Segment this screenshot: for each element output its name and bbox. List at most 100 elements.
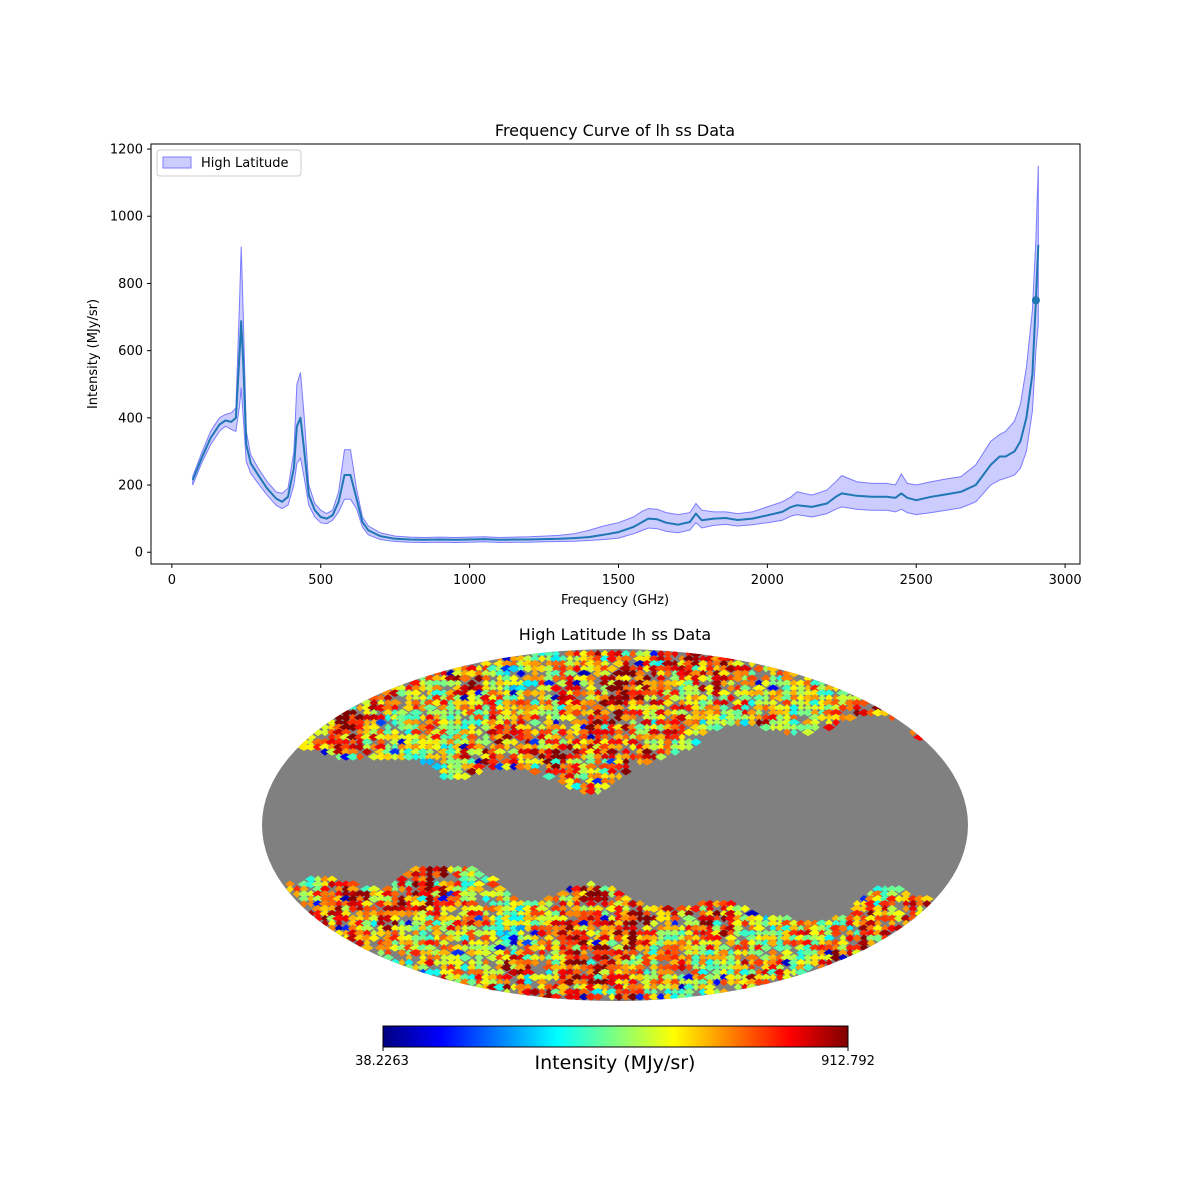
map-pixel [541,757,557,766]
map-pixel [319,909,331,918]
map-pixel [327,880,337,889]
map-pixel [321,914,329,923]
map-pixel [879,895,891,903]
map-pixel [432,914,442,923]
map-pixel [409,924,423,933]
map-pixel [458,743,472,751]
map-pixel [724,664,738,673]
map-pixel [612,684,626,693]
map-pixel [703,684,717,693]
map-pixel [871,708,885,717]
map-pixel [332,895,346,903]
map-pixel [521,899,535,908]
map-pixel [384,713,392,722]
map-pixel [881,909,889,918]
map-pixel [641,659,653,668]
map-pixel [493,743,507,751]
map-pixel [367,895,381,903]
map-pixel [408,948,424,957]
map-pixel [572,983,582,991]
map-pixel [292,890,302,898]
map-pixel [710,929,724,938]
map-pixel [304,880,318,889]
map-pixel [579,958,589,967]
map-pixel [608,968,616,977]
map-pixel [564,679,576,688]
map-pixel [333,880,345,889]
map-pixel [671,973,679,982]
map-pixel [611,723,627,732]
map-pixel [802,919,814,928]
map-pixel [528,703,542,712]
map-pixel [347,895,359,903]
map-pixel [431,762,443,771]
map-pixel [801,939,815,947]
map-pixel [346,748,360,756]
map-pixel [508,689,520,697]
map-pixel [396,875,408,884]
map-pixel [361,748,373,756]
map-pixel [839,934,847,942]
map-pixel [698,988,708,996]
map-pixel [537,899,547,908]
map-pixel [433,939,441,947]
map-pixel [775,939,785,947]
map-pixel [606,650,618,658]
map-pixel [417,904,429,913]
map-pixel [710,723,724,732]
map-pixel [830,929,842,938]
map-pixel [656,674,666,683]
map-pixel [354,939,366,947]
map-pixel [551,674,561,683]
map-pixel [523,973,533,982]
map-pixel [486,875,500,884]
map-pixel [495,909,505,918]
map-pixel [493,885,507,893]
map-pixel [530,934,540,942]
map-pixel [718,664,730,673]
map-pixel [453,757,463,766]
map-pixel [544,899,554,908]
map-pixel [640,654,654,663]
map-pixel [502,679,512,688]
map-pixel [557,689,569,697]
map-pixel [789,689,799,697]
map-pixel [802,679,814,688]
map-pixel [471,684,487,693]
map-pixel [423,885,437,893]
map-pixel [370,929,378,938]
map-pixel [641,752,653,761]
map-pixel [564,767,576,776]
map-pixel [480,973,492,982]
map-pixel [564,650,576,658]
map-pixel [690,708,702,717]
map-pixel [580,948,588,957]
map-pixel [325,899,339,908]
map-pixel [636,664,644,673]
map-pixel [648,929,660,938]
map-pixel [699,929,707,938]
map-pixel [584,757,598,766]
map-pixel [404,919,414,928]
map-pixel [368,733,380,742]
map-pixel [410,689,422,697]
map-pixel [614,958,624,967]
map-pixel [529,899,541,908]
map-pixel [579,782,589,791]
map-pixel [516,718,526,727]
map-pixel [642,664,652,673]
map-pixel [719,703,729,712]
map-pixel [479,948,493,957]
map-pixel [410,713,422,722]
map-pixel [682,664,696,673]
map-pixel [362,708,372,717]
map-pixel [565,728,575,737]
map-pixel [635,899,645,908]
map-pixel [844,914,856,923]
map-pixel [601,689,609,697]
map-pixel [662,694,674,702]
map-pixel [474,738,484,746]
map-pixel [691,919,701,928]
map-pixel [528,988,542,996]
map-pixel [437,703,451,712]
